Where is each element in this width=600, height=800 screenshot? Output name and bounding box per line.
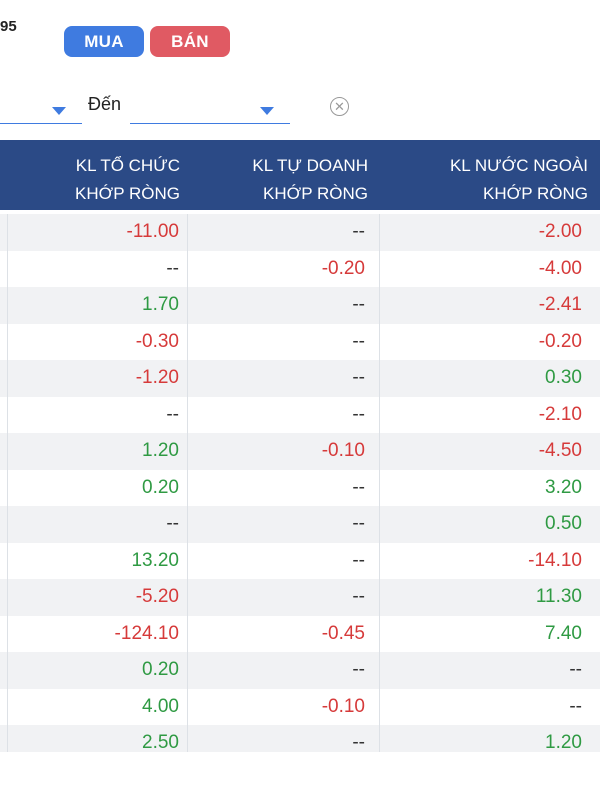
cell-org: 4.00: [8, 688, 188, 725]
table-row[interactable]: -- -- -2.10: [0, 396, 600, 433]
cell-org: -0.30: [8, 323, 188, 360]
clear-circle-icon[interactable]: ✕: [330, 97, 349, 116]
cell-prop: --: [188, 506, 380, 543]
cell-prop: --: [188, 652, 380, 689]
cell-prop: --: [188, 214, 380, 251]
cell-foreign: -0.20: [538, 330, 582, 352]
cell-org: 1.70: [8, 287, 188, 324]
sell-button[interactable]: BÁN: [150, 26, 230, 57]
row-truncated-cell: [0, 323, 8, 360]
header-org-net[interactable]: KL TỔ CHỨC KHỚP RÒNG: [8, 140, 188, 210]
cell-org: --: [8, 506, 188, 543]
cell-prop: -0.20: [188, 250, 380, 287]
cell-prop: -0.10: [188, 688, 380, 725]
table-row[interactable]: -11.00 -- -2.00: [0, 214, 600, 251]
cell-prop: --: [188, 287, 380, 324]
to-label: Đến: [88, 94, 122, 114]
cell-prop: --: [188, 579, 380, 616]
cell-prop: --: [188, 542, 380, 579]
header-org-line2: KHỚP RÒNG: [75, 184, 180, 203]
header-org-line1: KL TỔ CHỨC: [75, 156, 180, 175]
cell-prop: --: [188, 396, 380, 433]
cell-foreign: -14.10: [528, 549, 582, 571]
cell-foreign: -4.50: [538, 440, 582, 462]
buy-button[interactable]: MUA: [64, 26, 144, 57]
cell-foreign: --: [569, 659, 582, 681]
to-date-select[interactable]: [130, 90, 290, 124]
row-truncated-cell: [0, 542, 8, 579]
cell-org: 2.50: [8, 725, 188, 752]
row-truncated-cell: [0, 688, 8, 725]
cell-prop: -0.10: [188, 433, 380, 470]
cell-foreign: -2.10: [538, 403, 582, 425]
cell-prop: --: [188, 725, 380, 752]
chevron-down-icon: [260, 107, 274, 115]
cell-foreign: -2.41: [538, 294, 582, 316]
table-row[interactable]: 0.20 -- 3.20: [0, 469, 600, 506]
row-truncated-cell: [0, 652, 8, 689]
cell-org: -1.20: [8, 360, 188, 397]
table-row[interactable]: 4.00 -0.10 --: [0, 688, 600, 725]
cell-org: 0.20: [8, 469, 188, 506]
table-row[interactable]: -0.30 -- -0.20: [0, 323, 600, 360]
header-prop-line1: KL TỰ DOANH: [252, 156, 368, 175]
header-prop-net[interactable]: KL TỰ DOANH KHỚP RÒNG: [188, 140, 380, 210]
cell-foreign: 1.20: [545, 732, 582, 752]
row-truncated-cell: [0, 469, 8, 506]
cell-foreign: 0.50: [545, 513, 582, 535]
table-row[interactable]: -- -- 0.50: [0, 506, 600, 543]
header-cell-truncated: [0, 140, 8, 210]
row-truncated-cell: [0, 214, 8, 251]
chevron-down-icon: [52, 107, 66, 115]
cell-foreign: 11.30: [535, 586, 582, 608]
row-truncated-cell: [0, 506, 8, 543]
table-row[interactable]: -124.10 -0.45 7.40: [0, 615, 600, 652]
row-truncated-cell: [0, 615, 8, 652]
cell-foreign: 3.20: [545, 476, 582, 498]
row-truncated-cell: [0, 433, 8, 470]
from-date-select[interactable]: [0, 90, 82, 124]
table-row[interactable]: 1.20 -0.10 -4.50: [0, 433, 600, 470]
cell-prop: --: [188, 360, 380, 397]
table-row[interactable]: 0.20 -- --: [0, 652, 600, 689]
row-truncated-cell: [0, 725, 8, 752]
cell-foreign: 0.30: [545, 367, 582, 389]
header-prop-line2: KHỚP RÒNG: [263, 184, 368, 203]
table-row[interactable]: -5.20 -- 11.30: [0, 579, 600, 616]
table-row[interactable]: -- -0.20 -4.00: [0, 250, 600, 287]
cell-org: 0.20: [8, 652, 188, 689]
cell-foreign: 7.40: [545, 622, 582, 644]
cell-foreign: -4.00: [538, 257, 582, 279]
stock-code-fragment: 95: [0, 18, 17, 35]
cell-org: --: [8, 250, 188, 287]
cell-org: 13.20: [8, 542, 188, 579]
table-row[interactable]: 2.50 -- 1.20: [0, 725, 600, 752]
cell-foreign: -2.00: [538, 221, 582, 243]
header-foreign-line2: KHỚP RÒNG: [483, 184, 588, 203]
table-body: -11.00 -- -2.00 -- -0.20 -4.00 1.70 -- -2.41 -0.3…: [0, 214, 600, 752]
cell-prop: -0.45: [188, 615, 380, 652]
row-truncated-cell: [0, 287, 8, 324]
row-truncated-cell: [0, 396, 8, 433]
row-truncated-cell: [0, 579, 8, 616]
cell-org: -11.00: [8, 214, 188, 251]
table-header: KL TỔ CHỨC KHỚP RÒNG KL TỰ DOANH KHỚP RÒ…: [0, 140, 600, 210]
cell-org: --: [8, 396, 188, 433]
cell-org: -124.10: [8, 615, 188, 652]
cell-org: -5.20: [8, 579, 188, 616]
table-row[interactable]: 13.20 -- -14.10: [0, 542, 600, 579]
row-truncated-cell: [0, 360, 8, 397]
header-foreign-net[interactable]: KL NƯỚC NGOÀI KHỚP RÒNG: [380, 140, 600, 210]
cell-org: 1.20: [8, 433, 188, 470]
table-row[interactable]: 1.70 -- -2.41: [0, 287, 600, 324]
cell-prop: --: [188, 323, 380, 360]
table-row[interactable]: -1.20 -- 0.30: [0, 360, 600, 397]
row-truncated-cell: [0, 250, 8, 287]
cell-prop: --: [188, 469, 380, 506]
cell-foreign: --: [569, 695, 582, 717]
header-foreign-line1: KL NƯỚC NGOÀI: [449, 156, 588, 175]
